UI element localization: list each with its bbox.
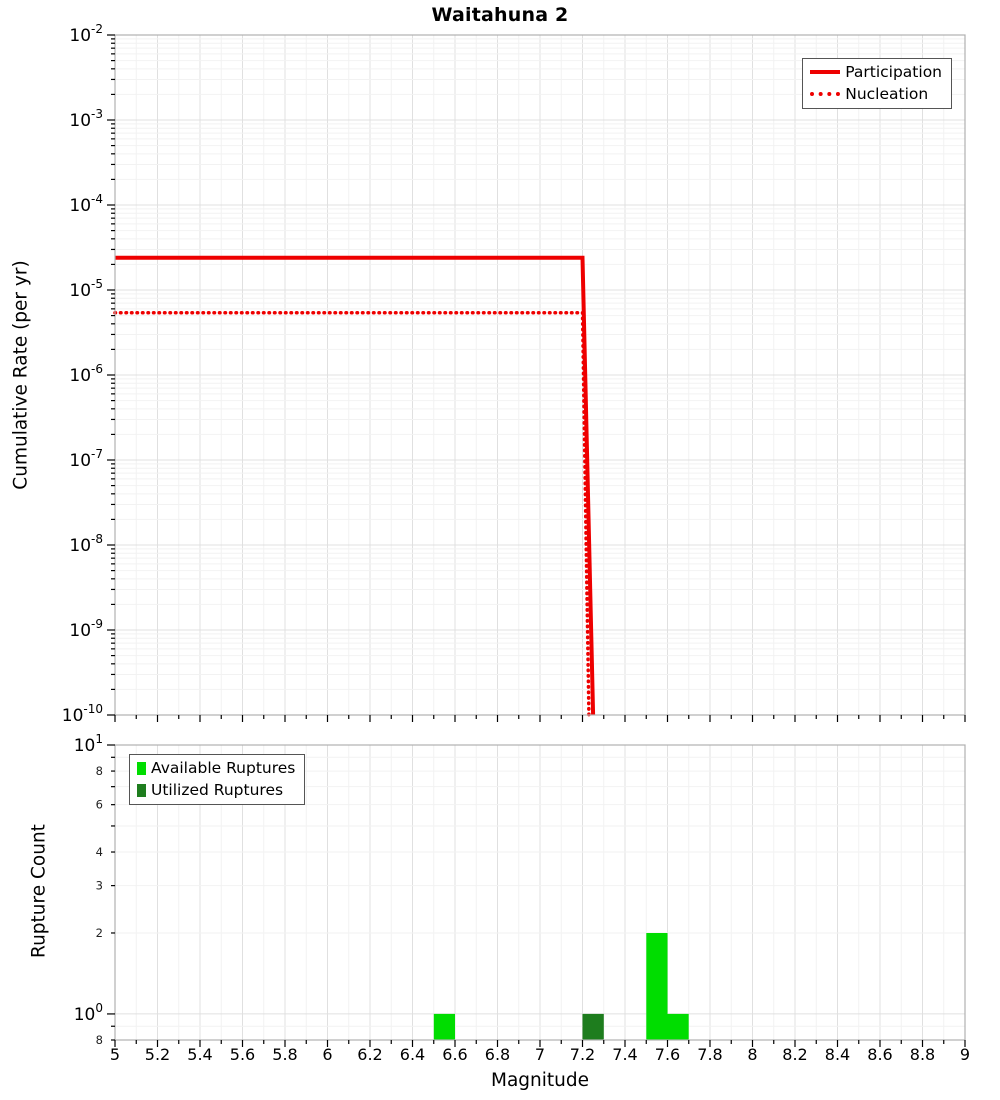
line-nucleation bbox=[113, 310, 591, 717]
x-tick-label: 7.4 bbox=[612, 1045, 637, 1064]
line-participation bbox=[115, 255, 596, 716]
y-tick-label: 100 bbox=[74, 1001, 103, 1025]
axis-ticks bbox=[107, 34, 966, 722]
bar bbox=[582, 1013, 604, 1040]
bar bbox=[667, 1013, 689, 1040]
legend-label-utilized-ruptures: Utilized Ruptures bbox=[151, 781, 284, 799]
legend-label-participation: Participation bbox=[845, 63, 942, 81]
y-tick-label: 10-10 bbox=[62, 702, 103, 726]
bottom-y-axis-title: Rupture Count bbox=[28, 824, 50, 958]
y-tick-label: 2 bbox=[96, 926, 103, 940]
participation-solid-line-icon bbox=[810, 70, 841, 74]
legend-item-nucleation: Nucleation bbox=[810, 85, 942, 103]
x-tick-label: 5.4 bbox=[187, 1045, 212, 1064]
x-tick-label: 8.6 bbox=[867, 1045, 892, 1064]
y-tick-label: 10-7 bbox=[69, 447, 103, 471]
y-tick-label: 8 bbox=[96, 1033, 103, 1047]
x-tick-label: 7.2 bbox=[570, 1045, 595, 1064]
y-tick-label: 10-2 bbox=[69, 22, 103, 46]
y-tick-label: 8 bbox=[96, 764, 103, 778]
x-tick-label: 6.8 bbox=[485, 1045, 510, 1064]
x-tick-label: 6.6 bbox=[442, 1045, 467, 1064]
rupture-legend: Available Ruptures Utilized Ruptures bbox=[129, 754, 306, 805]
utilized-ruptures-swatch-icon bbox=[137, 783, 146, 797]
axis-ticks bbox=[107, 744, 966, 1047]
x-tick-label: 5.2 bbox=[145, 1045, 170, 1064]
legend-item-available-ruptures: Available Ruptures bbox=[137, 759, 295, 777]
top-y-axis-title: Cumulative Rate (per yr) bbox=[10, 260, 32, 490]
legend-label-available-ruptures: Available Ruptures bbox=[151, 759, 296, 777]
nucleation-dotted-line-icon bbox=[810, 92, 841, 96]
rate-legend: Participation Nucleation bbox=[802, 58, 952, 109]
y-tick-label: 101 bbox=[74, 732, 103, 756]
legend-label-nucleation: Nucleation bbox=[845, 85, 929, 103]
bar bbox=[433, 1013, 455, 1040]
bar bbox=[646, 933, 668, 1040]
y-tick-label: 6 bbox=[96, 798, 103, 812]
cumulative-rate-panel: 10-2 10-3 10-4 10-5 10-6 10-7 10-8 10-9 10-10 bbox=[62, 22, 966, 726]
x-tick-label: 5.8 bbox=[272, 1045, 297, 1064]
x-axis-title: Magnitude bbox=[490, 1070, 590, 1091]
tick-labels: 10-2 10-3 10-4 10-5 10-6 10-7 10-8 10-9 10-10 bbox=[62, 22, 103, 726]
available-ruptures-swatch-icon bbox=[137, 761, 146, 775]
gridlines bbox=[114, 34, 966, 716]
x-tick-label: 6.2 bbox=[357, 1045, 382, 1064]
y-tick-label: 10-3 bbox=[69, 107, 103, 131]
x-tick-label: 9 bbox=[960, 1045, 970, 1064]
x-tick-label: 8.4 bbox=[825, 1045, 850, 1064]
y-tick-label: 10-4 bbox=[69, 192, 103, 216]
y-tick-label: 10-8 bbox=[69, 532, 103, 556]
legend-item-utilized-ruptures: Utilized Ruptures bbox=[137, 781, 295, 799]
x-tick-label: 8.2 bbox=[782, 1045, 807, 1064]
x-tick-label: 6 bbox=[322, 1045, 332, 1064]
x-tick-label: 7 bbox=[535, 1045, 545, 1064]
rupture-bars bbox=[433, 933, 689, 1040]
x-tick-label: 5.6 bbox=[230, 1045, 255, 1064]
x-tick-label: 5 bbox=[110, 1045, 120, 1064]
y-tick-label: 10-6 bbox=[69, 362, 103, 386]
chart-title: Waitahuna 2 bbox=[431, 4, 569, 26]
legend-item-participation: Participation bbox=[810, 63, 942, 81]
y-tick-label: 4 bbox=[96, 845, 103, 859]
y-tick-label: 10-9 bbox=[69, 617, 103, 641]
y-tick-label: 3 bbox=[96, 879, 103, 893]
y-tick-label: 10-5 bbox=[69, 277, 103, 301]
x-tick-label: 6.4 bbox=[400, 1045, 425, 1064]
x-tick-label: 7.6 bbox=[655, 1045, 680, 1064]
x-tick-label: 7.8 bbox=[697, 1045, 722, 1064]
rate-curves bbox=[113, 255, 596, 717]
x-tick-label: 8 bbox=[747, 1045, 757, 1064]
x-tick-label: 8.8 bbox=[910, 1045, 935, 1064]
